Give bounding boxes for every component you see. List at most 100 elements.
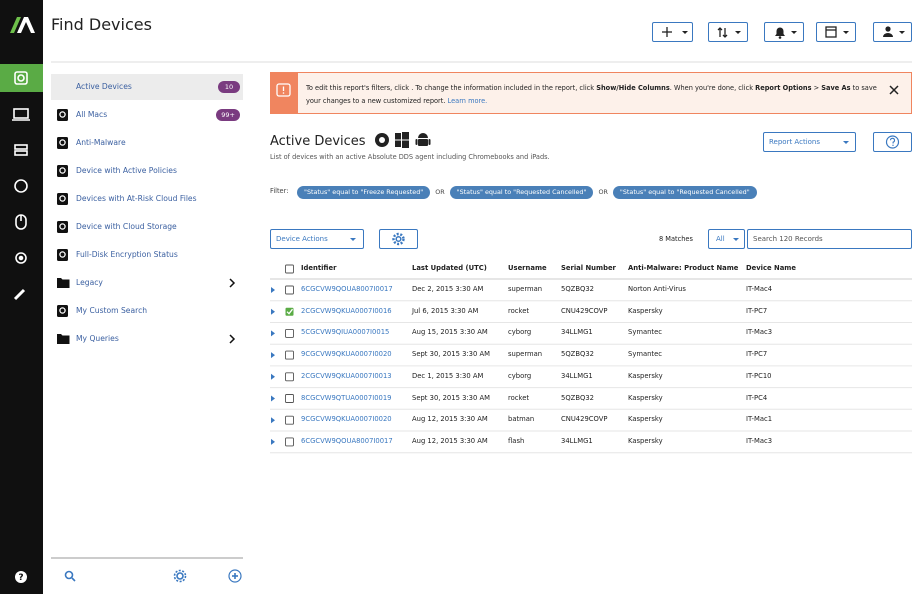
column-header[interactable]: Identifier (301, 264, 337, 272)
info-banner (270, 72, 912, 114)
nav-item[interactable]: All Macs (76, 110, 108, 119)
expand-row[interactable] (271, 352, 275, 359)
row-checkbox[interactable] (285, 328, 294, 338)
report-title: Active Devices (270, 134, 366, 149)
rail-tools[interactable] (13, 288, 26, 301)
banner-close[interactable] (889, 85, 899, 95)
column-header[interactable]: Last Updated (UTC) (412, 264, 487, 272)
folder-icon (57, 334, 70, 344)
alerts-button[interactable] (764, 22, 804, 42)
rail-locate[interactable] (15, 252, 27, 264)
page-title: Find Devices (51, 15, 152, 34)
column-header[interactable]: Username (508, 264, 547, 272)
device-identifier[interactable]: 9CGCVW9QKUA0007I0020 (301, 350, 392, 359)
report-icon (57, 137, 68, 149)
table-cell: Kaspersky (628, 306, 663, 315)
device-identifier[interactable]: 2CGCVW9QKUA0007I0013 (301, 371, 392, 380)
check-mark (286, 308, 294, 315)
expand-row[interactable] (271, 373, 275, 380)
report-icon-lens (59, 307, 66, 314)
device-identifier[interactable]: 8CGCVW9QTUA0007I0019 (301, 393, 392, 402)
rail-reports[interactable] (14, 71, 28, 85)
table-cell: Symantec (628, 328, 663, 337)
table-cell: IT-Mac4 (746, 285, 773, 293)
table-cell: Symantec (628, 350, 663, 359)
nav-item[interactable]: My Custom Search (76, 306, 148, 315)
expand-row[interactable] (271, 395, 275, 402)
report-icon (57, 165, 68, 177)
column-header[interactable]: Device Name (746, 264, 796, 272)
table-cell: cyborg (508, 371, 532, 380)
column-header[interactable]: Anti-Malware: Product Name (628, 264, 739, 272)
report-icon-lens (59, 111, 66, 118)
report-icon-lens (59, 195, 66, 202)
banner-segment: . When you're done, click (669, 84, 756, 92)
column-header[interactable]: Serial Number (561, 264, 616, 272)
nav-search[interactable] (64, 570, 74, 580)
row-checkbox[interactable] (285, 307, 294, 316)
nav-item[interactable]: Device with Active Policies (76, 166, 177, 175)
device-identifier[interactable]: 2CGCVW9QKUA0007I0016 (301, 306, 392, 315)
table-cell: superman (508, 285, 543, 293)
sort-button[interactable] (708, 22, 748, 42)
add-button[interactable] (652, 22, 693, 42)
row-checkbox[interactable] (285, 350, 294, 360)
device-identifier[interactable]: 6CGCVW9QOUA8007I0017 (301, 285, 393, 293)
match-count: 8 Matches (659, 235, 693, 243)
row-checkbox[interactable] (285, 264, 294, 274)
table-cell: 5QZBQ32 (561, 350, 594, 359)
report-subtitle: List of devices with an active Absolute … (270, 153, 550, 161)
expand-row[interactable] (271, 438, 275, 445)
row-checkbox[interactable] (285, 285, 294, 295)
device-actions[interactable] (270, 229, 364, 249)
device-identifier[interactable]: 6CGCVW9QOUA8007I0017 (301, 436, 393, 445)
nav-item[interactable]: Full-Disk Encryption Status (76, 250, 178, 259)
table-cell: Kaspersky (628, 415, 663, 424)
row-checkbox[interactable] (285, 394, 294, 403)
nav-item[interactable]: Anti-Malware (76, 138, 126, 147)
table-cell: superman (508, 350, 543, 359)
device-identifier[interactable]: 5CGCVW9QIUA0007I0015 (301, 328, 390, 337)
nav-item[interactable]: Legacy (76, 278, 103, 287)
row-checkbox[interactable] (285, 437, 294, 447)
nav-add[interactable] (228, 569, 242, 583)
nav-settings[interactable] (176, 572, 184, 580)
folder-icon (57, 278, 70, 288)
banner-segment: to save your changes to a new customized… (306, 84, 879, 105)
expand-chevron (229, 278, 236, 288)
expand-chevron (229, 334, 236, 344)
expand-row[interactable] (271, 330, 275, 337)
row-checkbox[interactable] (285, 372, 294, 382)
table-cell: 5QZBQ32 (561, 393, 594, 402)
table-cell: Kaspersky (628, 436, 663, 445)
expand-row[interactable] (271, 287, 275, 293)
column-settings[interactable] (379, 229, 418, 249)
rail-devices[interactable] (13, 108, 29, 119)
table-cell: Dec 1, 2015 3:30 AM (412, 371, 484, 380)
expand-row[interactable] (271, 417, 275, 424)
rail-malware[interactable] (14, 179, 28, 193)
row-checkbox[interactable] (285, 415, 294, 425)
nav-item[interactable]: Devices with At-Risk Cloud Files (76, 194, 197, 203)
rail-help[interactable] (15, 571, 27, 583)
user-button[interactable] (873, 22, 912, 42)
filter-chip[interactable]: "Status" equal to "Requested Cancelled" (449, 185, 594, 199)
table-cell: Jul 6, 2015 3:30 AM (412, 306, 479, 315)
learn-more-link[interactable]: Learn more. (447, 97, 488, 105)
banner-text: To edit this report's filters, click . T… (306, 82, 881, 108)
help-button[interactable] (873, 132, 912, 152)
nav-item[interactable]: My Queries (76, 334, 119, 343)
filter-chip[interactable]: "Status" equal to "Requested Cancelled" (612, 185, 757, 199)
search-placeholder: Search 120 Records (753, 235, 823, 243)
nav-item[interactable]: Device with Cloud Storage (76, 222, 177, 231)
scope-select[interactable] (708, 229, 745, 249)
report-actions[interactable] (763, 132, 856, 152)
expand-row[interactable] (271, 308, 275, 315)
search-input[interactable] (747, 229, 912, 249)
nav-item[interactable]: Active Devices (76, 82, 132, 91)
table-cell: batman (508, 415, 535, 424)
rail-servers[interactable] (14, 144, 28, 150)
device-identifier[interactable]: 9CGCVW9QKUA0007I0020 (301, 415, 392, 424)
filter-chip[interactable]: "Status" equal to "Freeze Requested" (297, 185, 431, 199)
